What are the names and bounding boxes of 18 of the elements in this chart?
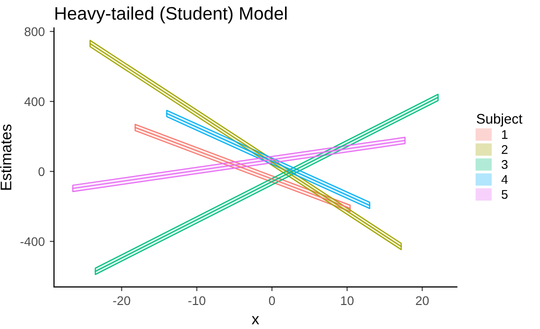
- y-tick-label: 800: [24, 27, 44, 36]
- legend-label: 3: [502, 160, 508, 169]
- x-tick-label: 0: [268, 296, 275, 306]
- legend-title: Subject: [476, 114, 522, 126]
- x-tick-label: 10: [341, 296, 354, 306]
- legend-label: 1: [502, 130, 508, 139]
- legend-label: 5: [502, 190, 508, 199]
- y-axis-title: Estimates: [0, 124, 12, 190]
- y-tick-label: 0: [38, 167, 44, 176]
- x-tick-label: -10: [188, 296, 206, 306]
- x-tick-label: -20: [113, 296, 130, 306]
- y-tick-label: 400: [24, 97, 44, 106]
- legend-label: 4: [501, 175, 508, 184]
- chart-title: Heavy-tailed (Student) Model: [55, 6, 287, 24]
- legend-label: 2: [502, 145, 508, 154]
- x-tick-label: 20: [416, 296, 429, 306]
- x-axis-title: x: [252, 316, 260, 324]
- y-tick-label: -400: [20, 237, 44, 246]
